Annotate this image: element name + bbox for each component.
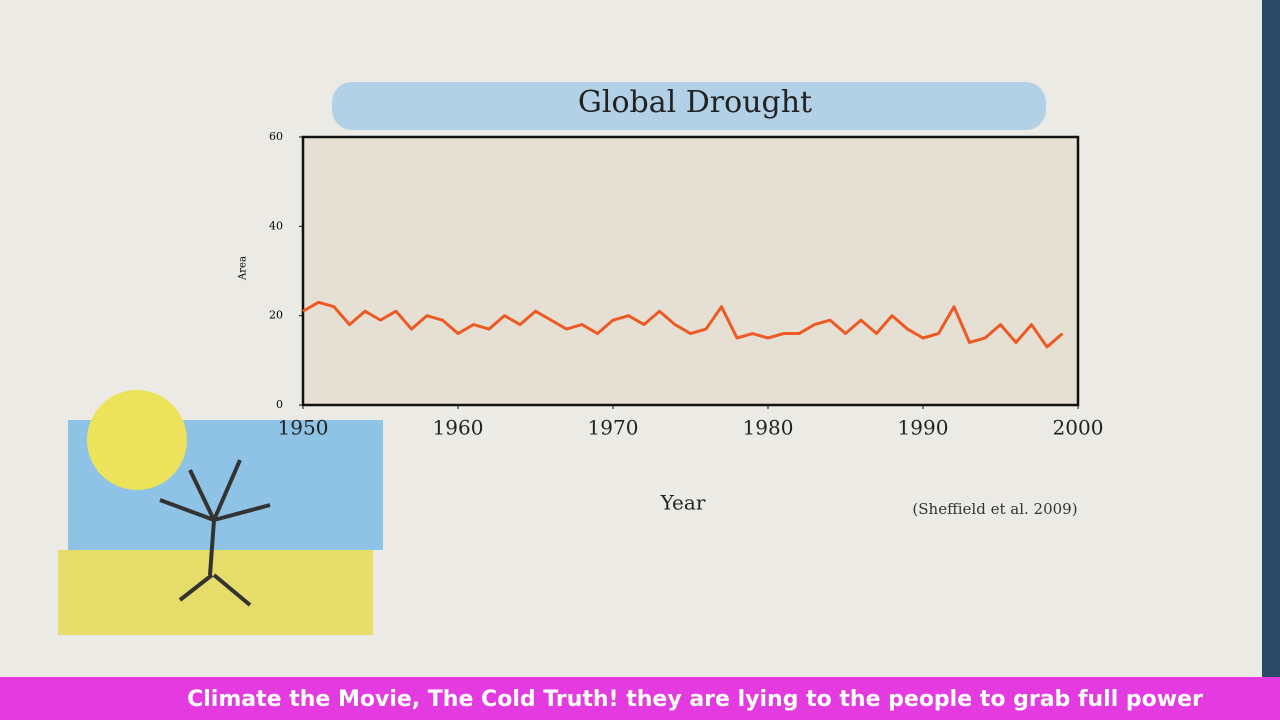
x-tick-label: 1970 [588, 416, 639, 440]
plot-frame [301, 135, 1080, 407]
annotation: (Sheffield et al. 2009) [912, 500, 1077, 518]
illustration [58, 390, 383, 635]
ground [58, 550, 373, 635]
caption-banner [0, 677, 1280, 720]
x-tick-label: 1990 [898, 416, 949, 440]
caption-text: Climate the Movie, The Cold Truth! they … [187, 687, 1203, 712]
y-tick-label: 0 [276, 398, 283, 411]
data-line [302, 300, 1064, 349]
x-axis-label: Year [660, 491, 706, 515]
edge [1262, 0, 1280, 677]
y-tick-label: 20 [269, 309, 283, 322]
x-tick-label: 1980 [743, 416, 794, 440]
chart-title: Global Drought [578, 85, 812, 120]
plot-area [303, 137, 1078, 405]
y-axis-label: Area [238, 256, 249, 281]
y-tick-label: 40 [269, 219, 283, 232]
tree [159, 459, 271, 607]
y-tick-label: 60 [269, 130, 283, 143]
sun [87, 390, 187, 490]
x-tick-label: 2000 [1053, 416, 1104, 440]
title-band [332, 82, 1046, 130]
x-tick-label: 1960 [433, 416, 484, 440]
x-tick-label: 1950 [278, 416, 329, 440]
